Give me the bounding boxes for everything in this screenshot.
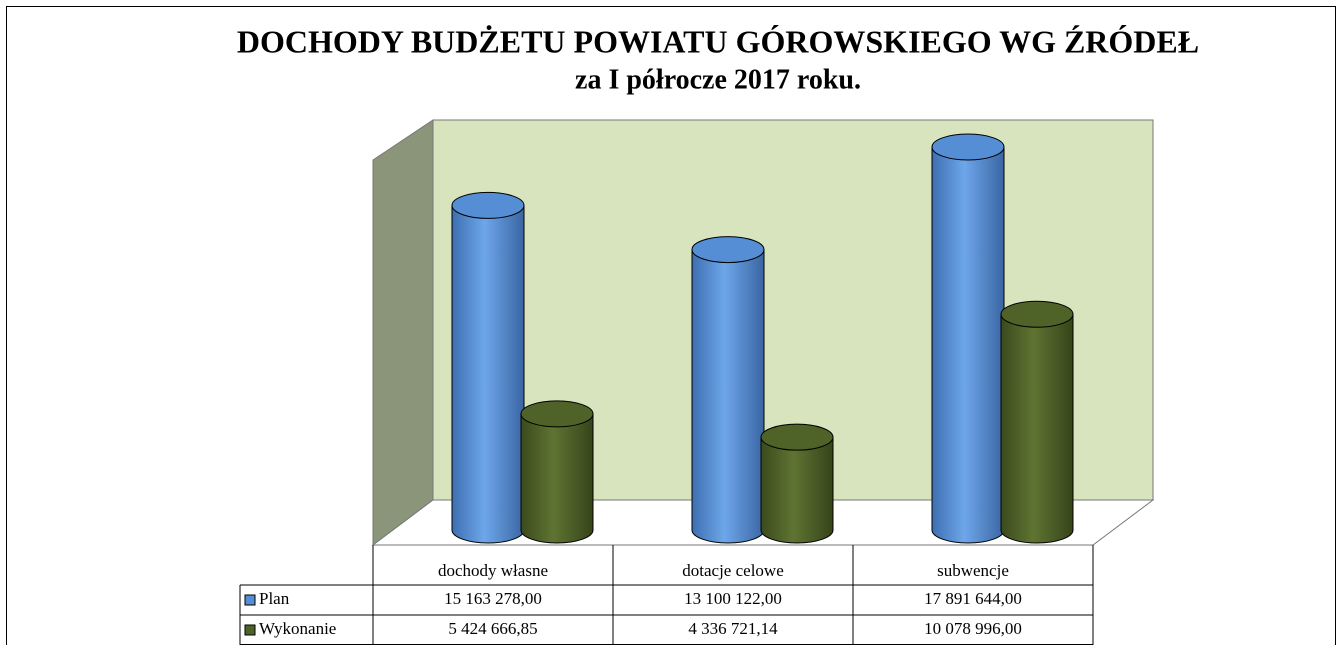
- cylinder: [1000, 300, 1074, 544]
- cylinder-body: [760, 436, 834, 544]
- cylinder-top: [451, 191, 525, 219]
- category-label: dochody własne: [438, 561, 548, 580]
- category-label: subwencje: [937, 561, 1009, 580]
- legend-key: [244, 624, 256, 636]
- chart-subtitle: za I półrocze 2017 roku.: [575, 64, 861, 95]
- cylinder-top: [931, 133, 1005, 161]
- cylinder: [931, 133, 1005, 544]
- cylinder-body: [931, 146, 1005, 544]
- chart-title: DOCHODY BUDŻETU POWIATU GÓROWSKIEGO WG Ź…: [237, 23, 1199, 59]
- value-label: 15 163 278,00: [444, 589, 542, 608]
- cylinder-top: [691, 236, 765, 264]
- value-label: 10 078 996,00: [924, 619, 1022, 638]
- cylinder: [451, 191, 525, 544]
- cylinder-body: [520, 413, 594, 544]
- side-wall: [372, 119, 434, 546]
- value-label: 13 100 122,00: [684, 589, 782, 608]
- cylinder-top: [760, 423, 834, 451]
- cylinder: [760, 423, 834, 544]
- chart-border: [6, 6, 1336, 650]
- cylinder: [520, 400, 594, 544]
- cylinder-body: [691, 249, 765, 544]
- value-label: 4 336 721,14: [688, 619, 778, 638]
- cylinder: [691, 236, 765, 544]
- cylinder-body: [451, 204, 525, 544]
- cylinder-top: [520, 400, 594, 428]
- cylinder-body: [1000, 313, 1074, 544]
- value-label: 5 424 666,85: [448, 619, 537, 638]
- legend-label: Plan: [259, 589, 290, 608]
- category-label: dotacje celowe: [682, 561, 783, 580]
- cylinder-top: [1000, 300, 1074, 328]
- value-label: 17 891 644,00: [924, 589, 1022, 608]
- legend-label: Wykonanie: [259, 619, 336, 638]
- legend-key: [244, 594, 256, 606]
